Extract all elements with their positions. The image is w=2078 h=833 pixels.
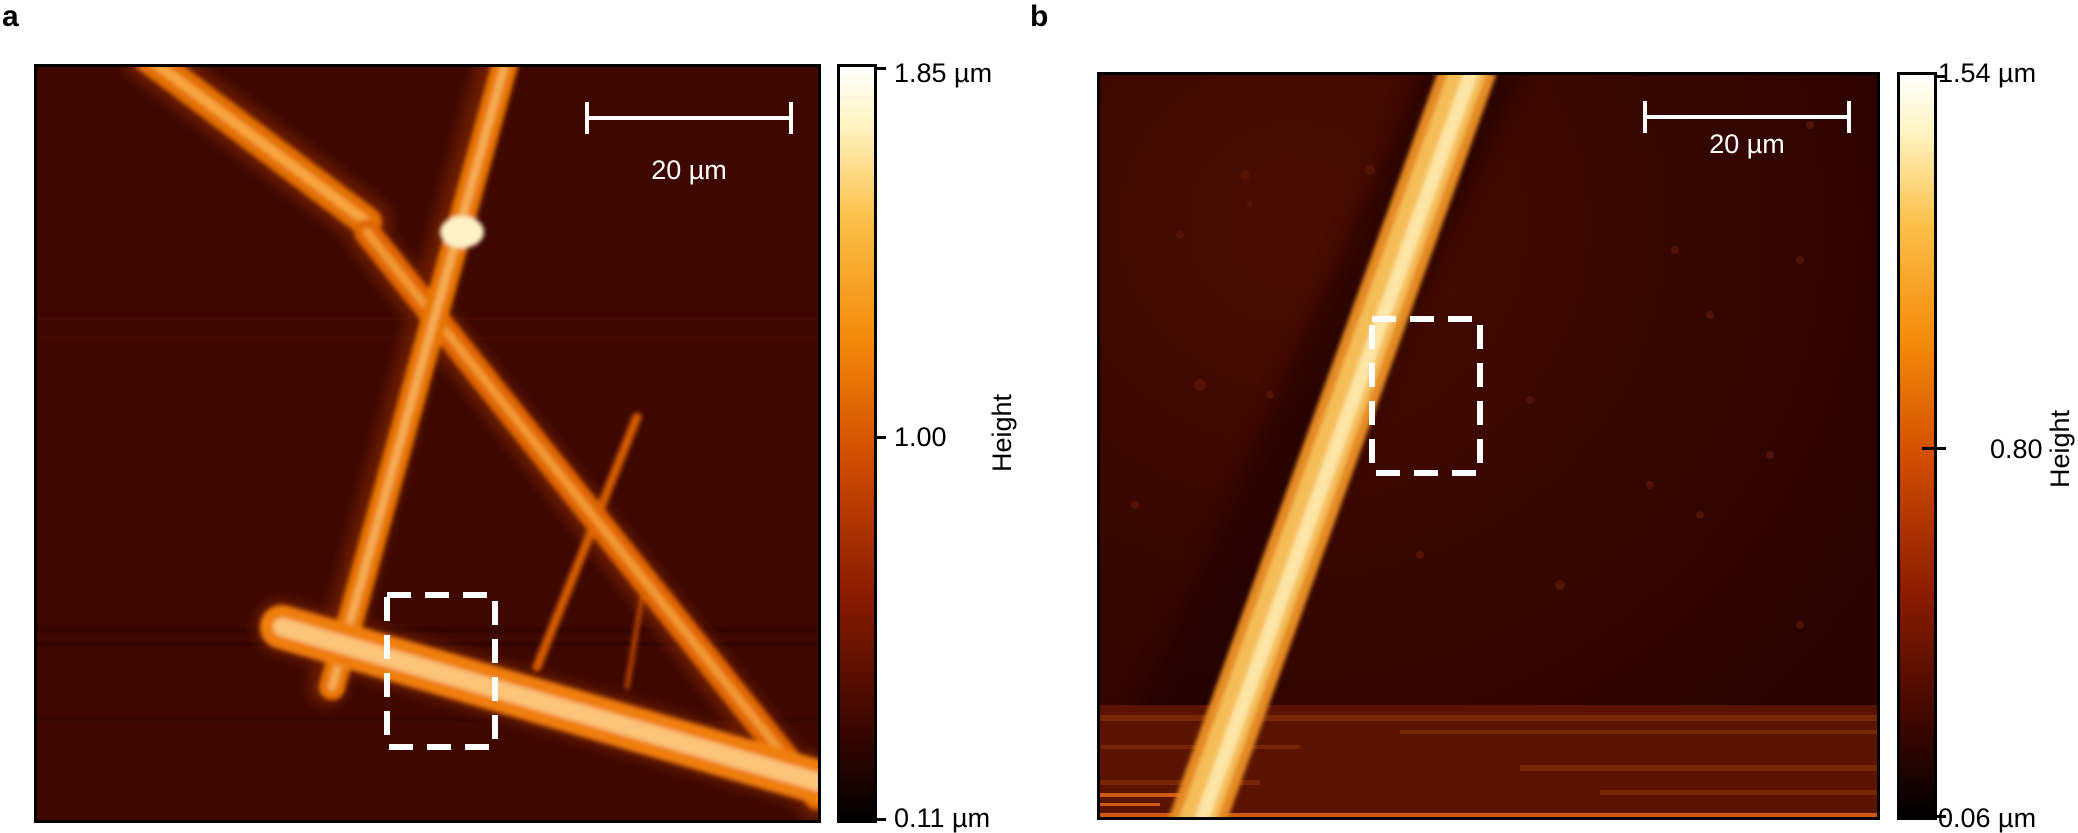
afm-height-image-b: 20 µm bbox=[1097, 72, 1880, 820]
colorbar-b-mid-label: 0.80 bbox=[1990, 434, 2043, 464]
colorbar-a-mid-label: 1.00 bbox=[894, 422, 947, 452]
colorbar-a bbox=[837, 64, 877, 823]
panel-b-label: b bbox=[1030, 0, 1049, 33]
afm-height-image-a: 20 µm bbox=[34, 64, 821, 823]
colorbar-b-tick-max bbox=[1934, 75, 1946, 78]
colorbar-b-min-label: 0.06 µm bbox=[1938, 803, 2037, 833]
colorbar-b-title: Height bbox=[2045, 409, 2075, 488]
colorbar-a-tick-max bbox=[874, 67, 886, 70]
colorbar-b-tick-min bbox=[1934, 815, 1946, 818]
colorbar-a-min-label: 0.11 µm bbox=[894, 803, 991, 833]
colorbar-b-max-label: 1.54 µm bbox=[1938, 58, 2037, 88]
colorbar-a-title: Height bbox=[987, 393, 1017, 472]
scale-bar-b: 20 µm bbox=[1643, 101, 1851, 159]
roi-box-b bbox=[1369, 316, 1483, 476]
colorbar-a-tick-min bbox=[874, 818, 886, 821]
roi-box-a bbox=[384, 592, 498, 750]
colorbar-a-tick-mid bbox=[874, 436, 886, 439]
colorbar-b-tick-mid bbox=[1922, 447, 1946, 450]
colorbar-a-max-label: 1.85 µm bbox=[894, 58, 993, 88]
scale-bar-label-a: 20 µm bbox=[651, 155, 727, 185]
colorbar-b bbox=[1897, 72, 1937, 820]
scale-bar-label-b: 20 µm bbox=[1709, 129, 1785, 159]
panel-a-label: a bbox=[2, 0, 19, 33]
scale-bar-a: 20 µm bbox=[585, 102, 793, 185]
